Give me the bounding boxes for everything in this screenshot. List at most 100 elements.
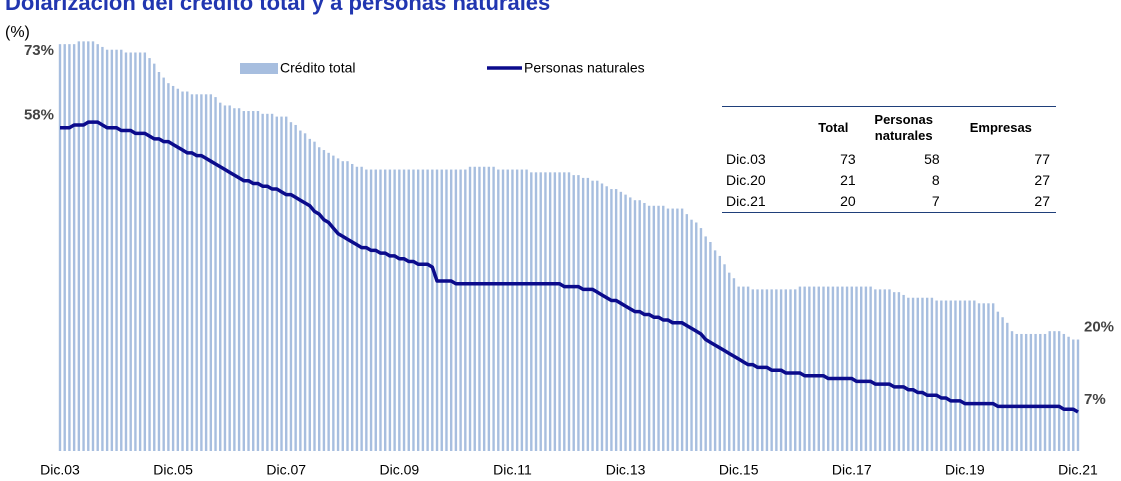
bar [209, 94, 213, 451]
x-tick-label: Dic.17 [832, 462, 872, 478]
bar [110, 49, 114, 451]
bar [742, 286, 745, 451]
bar [822, 286, 825, 451]
bar [351, 163, 354, 451]
x-tick-label: Dic.09 [379, 462, 419, 478]
bar [808, 286, 811, 451]
bar [1043, 333, 1047, 451]
bar [501, 169, 505, 451]
bar [902, 294, 905, 451]
table-cell: 20 [840, 193, 856, 209]
bar [765, 289, 769, 451]
bar [940, 300, 943, 451]
bar [671, 208, 674, 451]
bar [383, 169, 387, 451]
bar [1067, 336, 1070, 451]
bar [968, 300, 971, 451]
bar [892, 292, 896, 451]
bar [1053, 331, 1056, 451]
bar [605, 186, 608, 451]
bar [935, 300, 938, 451]
bar [426, 169, 429, 451]
bar [186, 91, 189, 452]
table-cell: 73 [840, 151, 856, 167]
bar [577, 175, 580, 451]
bar [303, 133, 307, 451]
bar [72, 44, 76, 451]
bar [841, 286, 844, 451]
bar [897, 292, 901, 451]
bar [393, 169, 396, 451]
bar [280, 116, 283, 451]
bar [247, 111, 250, 451]
table-row: Dic.03 73 58 77 [722, 149, 1056, 170]
bar [756, 289, 759, 451]
bar [379, 169, 382, 451]
bar [266, 113, 269, 452]
x-tick-label: Dic.15 [719, 462, 759, 478]
bar [190, 94, 194, 451]
bar [138, 52, 142, 452]
data-label: 58% [24, 107, 54, 124]
column-header: Empresas [969, 120, 1032, 135]
table-cell: 8 [931, 172, 940, 188]
bar [958, 300, 962, 451]
bar [299, 130, 302, 452]
bar [454, 169, 458, 451]
bar [520, 169, 524, 451]
bar [332, 155, 335, 451]
bar [124, 52, 128, 452]
bar [162, 77, 165, 451]
bar [921, 297, 924, 451]
bar [478, 166, 481, 451]
bar [987, 303, 990, 451]
bar [963, 300, 967, 451]
bar [591, 180, 594, 451]
bar [633, 200, 637, 451]
bar [148, 58, 151, 451]
bar [925, 297, 929, 451]
bar [704, 236, 707, 451]
bar [581, 177, 585, 451]
bar [817, 286, 820, 451]
bar [105, 49, 109, 451]
bar [58, 44, 62, 451]
bar [652, 205, 656, 451]
bar [204, 94, 208, 451]
bar [497, 169, 500, 451]
bar [346, 161, 349, 452]
bar [252, 111, 255, 451]
bar [313, 141, 316, 451]
bar [506, 169, 509, 451]
bar [91, 41, 95, 452]
bar [1024, 333, 1028, 451]
bar [798, 286, 802, 451]
bar [718, 255, 722, 451]
legend-label: Personas naturales [524, 60, 645, 76]
bar [930, 297, 934, 451]
line [60, 120, 1079, 414]
bar [610, 189, 613, 451]
bar [676, 208, 679, 451]
bar [200, 94, 203, 451]
bar [539, 172, 542, 452]
bar [412, 169, 415, 451]
bar [445, 169, 448, 451]
bar [600, 183, 604, 452]
bar [982, 303, 985, 451]
bar [888, 289, 891, 451]
bar [907, 297, 910, 451]
bar [171, 85, 175, 452]
bar [87, 41, 90, 452]
bar [709, 242, 712, 451]
table-row: Dic.21 20 7 27 [722, 191, 1056, 213]
bar [336, 158, 340, 451]
bar [525, 169, 528, 451]
bar [878, 289, 882, 451]
bar [398, 169, 401, 451]
table-cell: Dic.21 [726, 193, 766, 209]
x-tick-label: Dic.03 [40, 462, 80, 478]
bar [407, 169, 410, 451]
bar [228, 105, 231, 451]
